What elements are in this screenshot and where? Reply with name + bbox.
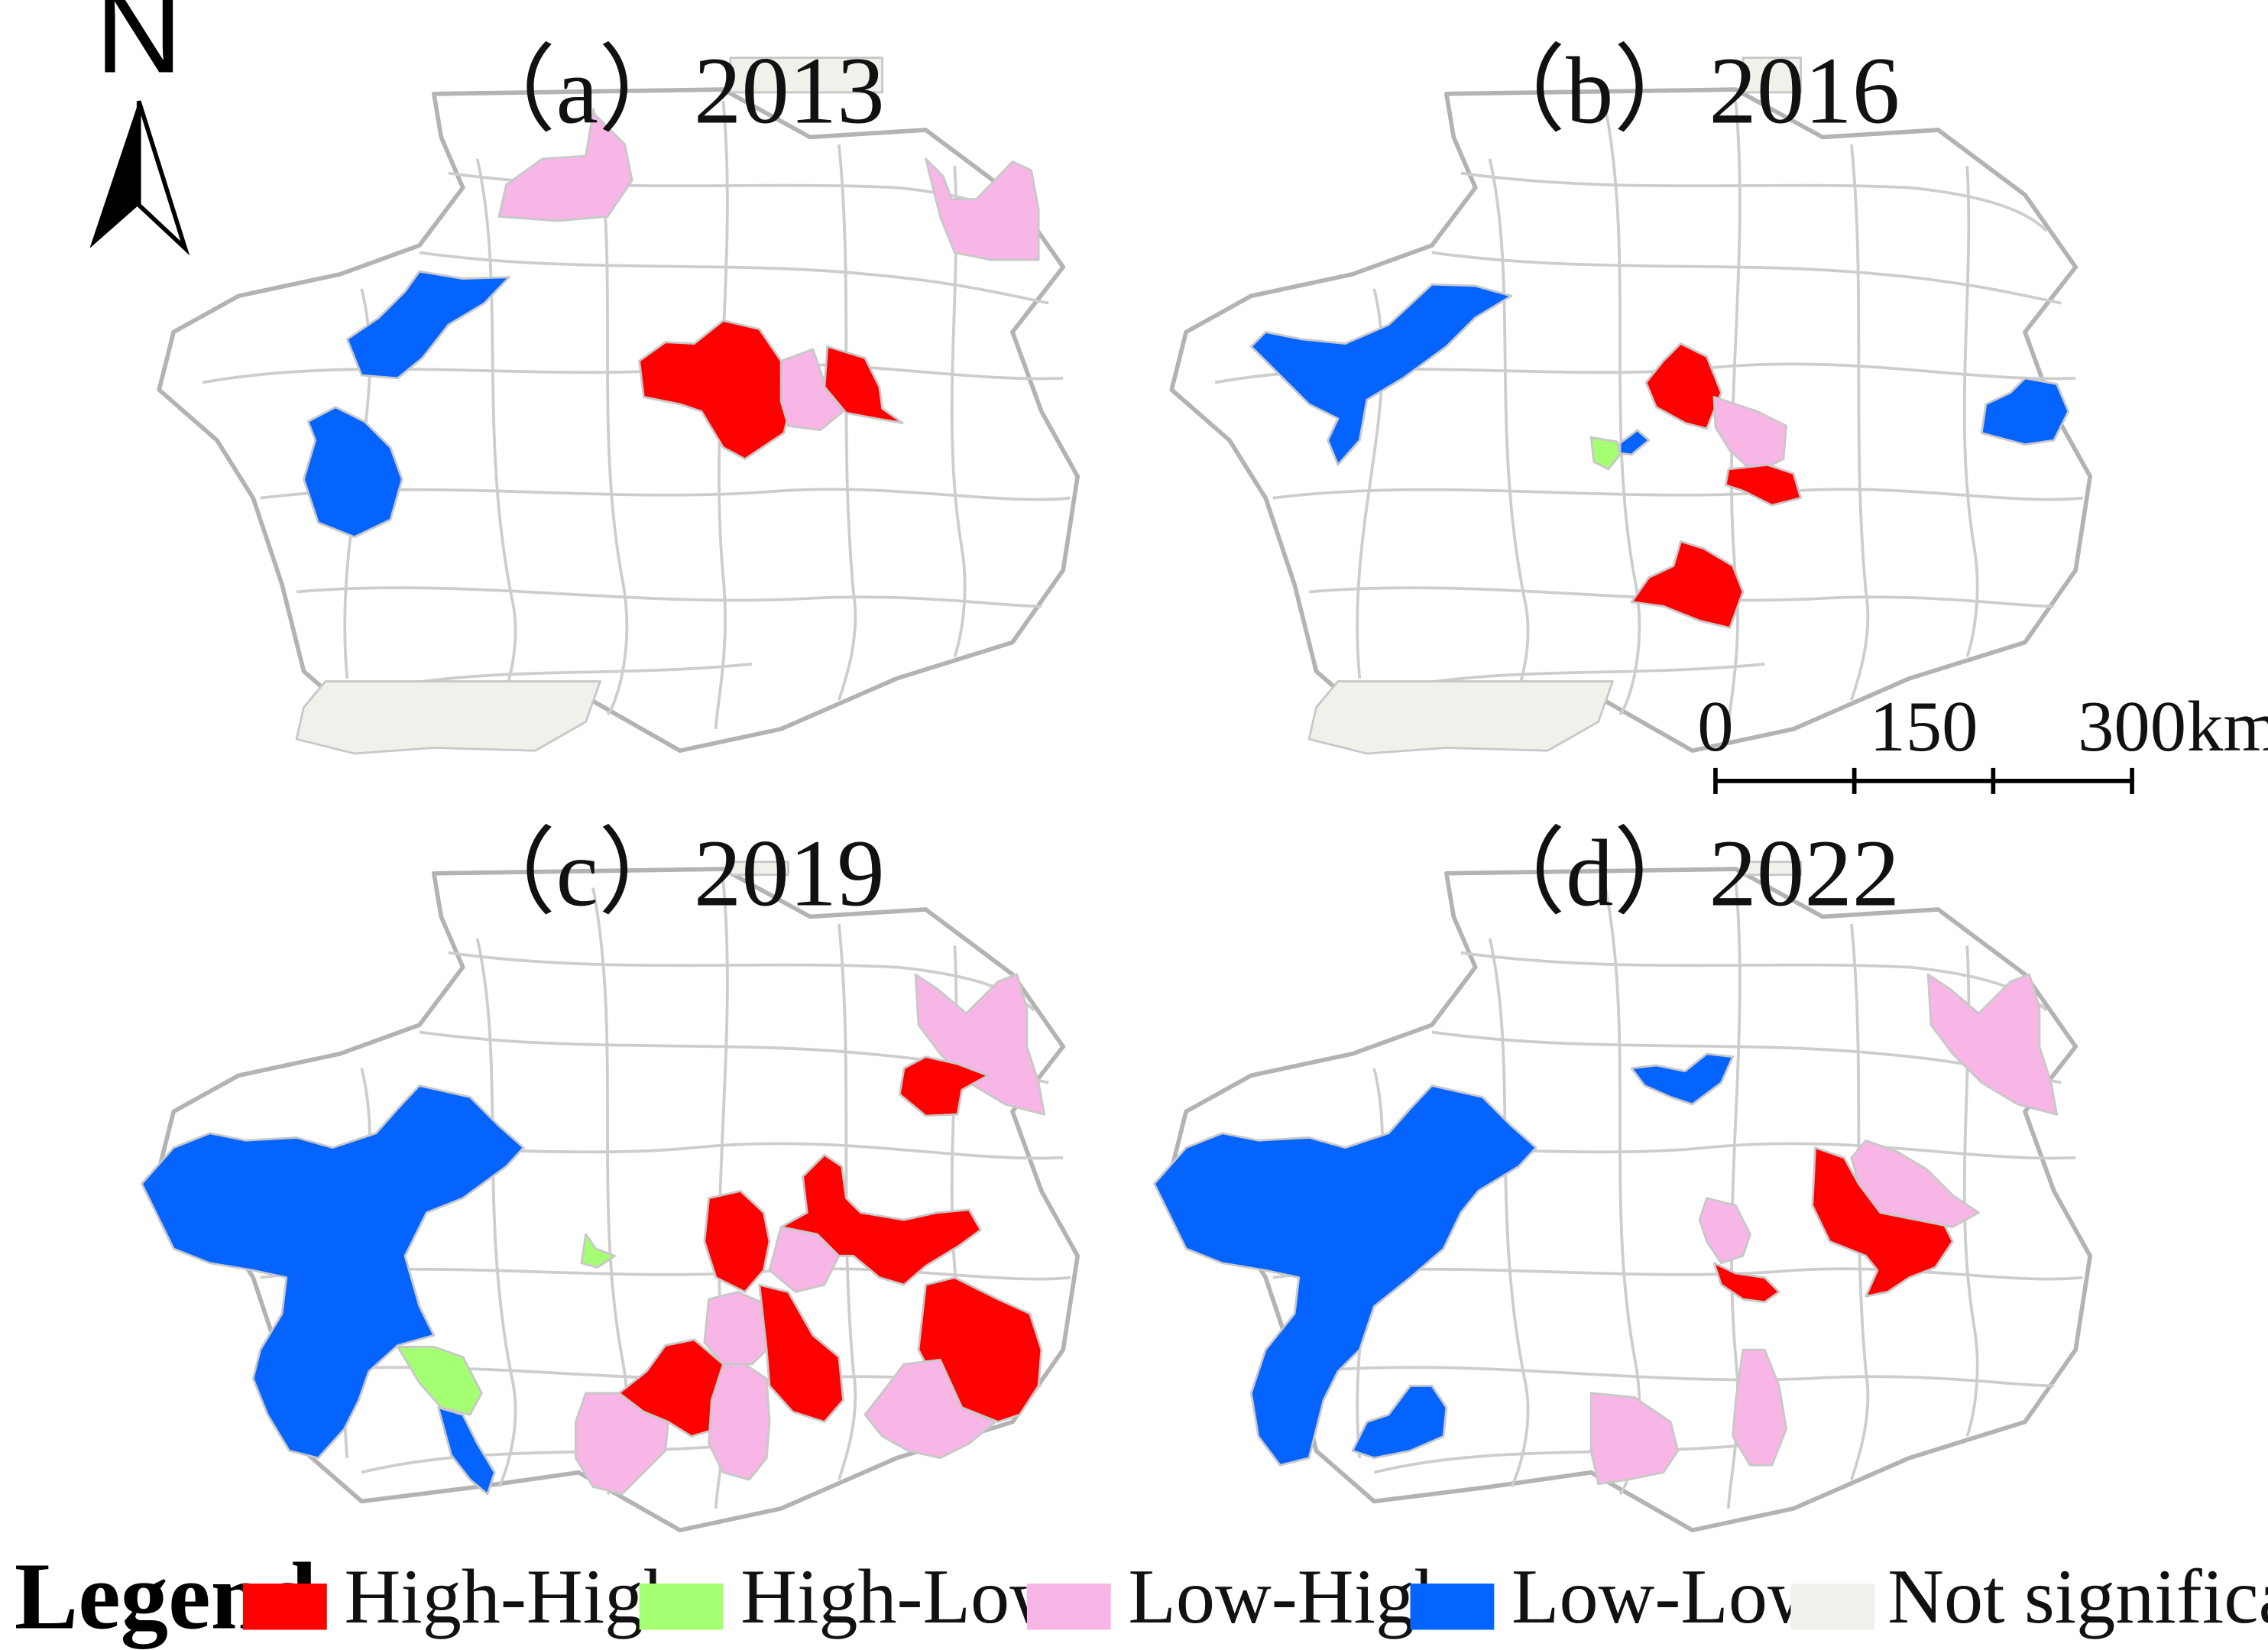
low-high-region-southeast <box>863 1358 996 1460</box>
low-high-region-northeast <box>925 157 1040 261</box>
legend-swatch-low-high <box>1026 1584 1111 1630</box>
panel-title-2016: （b）2016 <box>1470 38 1900 144</box>
panel-title-2019: （c）2019 <box>461 820 885 925</box>
panel-title-2013: （a）2013 <box>461 38 885 144</box>
high-low-region-center <box>1589 436 1622 471</box>
high-high-region-center-west <box>703 1189 771 1293</box>
legend-swatch-not-significant <box>1790 1584 1875 1630</box>
not-significant-region-south <box>295 680 601 755</box>
legend-label-low-low: Low-Low <box>1511 1554 1824 1640</box>
legend-label-low-high: Low-High <box>1128 1554 1453 1640</box>
low-high-region-northeast <box>1926 973 2059 1116</box>
low-low-region-east <box>1980 377 2070 446</box>
low-high-region-center <box>779 348 844 432</box>
scale-unit-label: km <box>2187 687 2268 767</box>
low-high-region-north <box>497 111 633 222</box>
legend-swatch-high-high <box>243 1584 327 1630</box>
legend-swatch-low-low <box>1410 1584 1495 1630</box>
scale-label-300: 300 <box>2078 687 2186 767</box>
high-high-region-center <box>1712 1262 1780 1304</box>
low-low-region-northwest <box>1249 283 1513 466</box>
low-high-region-south <box>708 1363 771 1481</box>
not-significant-region-north <box>1742 861 1803 877</box>
not-significant-region-north <box>1742 57 1803 94</box>
map-panel-2022 <box>1153 861 2091 1531</box>
low-high-region-south <box>1589 1392 1680 1486</box>
north-arrow: N <box>89 0 190 256</box>
legend-label-not-significant: Not significant <box>1887 1554 2268 1640</box>
high-high-region-center-north <box>1644 342 1722 430</box>
low-high-region-center <box>1698 1197 1751 1265</box>
low-low-region-southwest <box>437 1406 496 1496</box>
low-low-region-west <box>1153 1084 1537 1467</box>
not-significant-region-north <box>729 57 884 94</box>
not-significant-region-north <box>729 861 790 877</box>
high-high-region-center <box>758 1283 844 1423</box>
high-low-region-southwest <box>397 1345 483 1416</box>
scale-label-0: 0 <box>1697 687 1733 767</box>
legend: Legend High-High High-Low Low-High Low-L… <box>15 1544 2268 1650</box>
high-high-region-south <box>1630 540 1745 630</box>
map-panel-2013 <box>159 57 1077 755</box>
panel-title-2022: （d）2022 <box>1470 820 1900 925</box>
not-significant-region-south <box>1307 680 1614 755</box>
map-panel-2019 <box>141 861 1078 1531</box>
north-arrow-label: N <box>95 0 183 98</box>
scale-label-150: 150 <box>1870 687 1978 767</box>
low-high-region-east <box>1850 1139 1980 1228</box>
low-low-region-north <box>1630 1052 1735 1106</box>
legend-label-high-high: High-High <box>345 1554 683 1640</box>
north-arrow-dark-half <box>89 101 139 248</box>
high-high-region-center-east <box>1724 463 1803 507</box>
low-high-region-south-center <box>1732 1348 1788 1467</box>
low-high-region-center-north <box>768 1226 841 1293</box>
high-high-region-center-east <box>823 345 904 424</box>
low-high-region-southwest <box>574 1392 669 1496</box>
legend-label-high-low: High-Low <box>740 1554 1066 1640</box>
low-low-region-west <box>303 406 403 539</box>
north-arrow-light-half <box>136 100 190 256</box>
legend-swatch-high-low <box>639 1584 724 1630</box>
low-low-region-northwest <box>345 270 510 380</box>
low-high-region-northeast <box>914 973 1046 1116</box>
low-low-region-west <box>141 1084 525 1460</box>
low-low-region-south <box>1351 1384 1448 1460</box>
province-base-map <box>1171 89 2090 750</box>
high-high-region-northeast <box>898 1055 990 1117</box>
high-low-region-center <box>580 1233 616 1269</box>
scale-bar: 0 150 300 km <box>1697 687 2268 794</box>
map-panel-2016 <box>1171 57 2090 755</box>
